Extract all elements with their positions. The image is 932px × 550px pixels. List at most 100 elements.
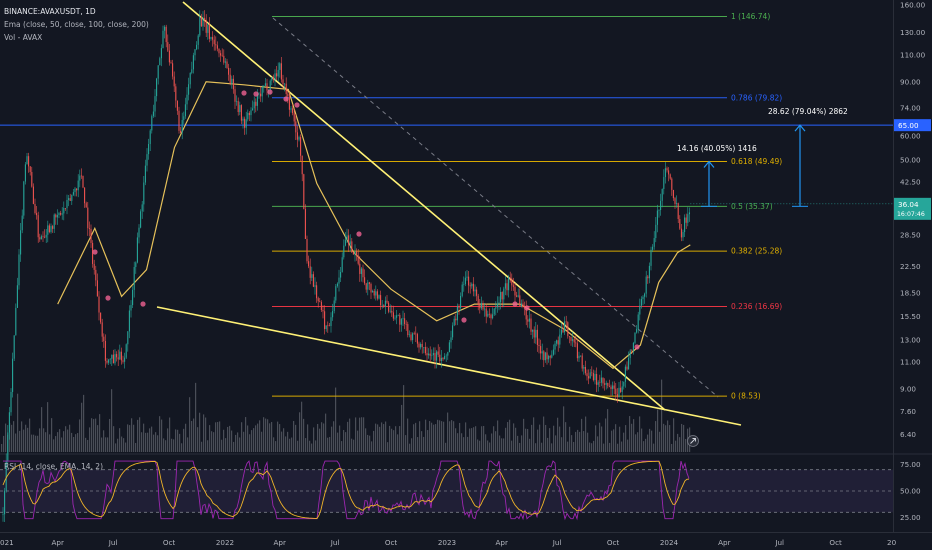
descending-trendline[interactable] — [182, 1, 666, 411]
candle-body — [136, 237, 138, 263]
candle-body — [370, 283, 372, 293]
volume-bar — [307, 424, 309, 452]
volume-bar — [397, 434, 399, 452]
candle-body — [111, 354, 113, 359]
volume-bar — [183, 428, 185, 452]
volume-bar — [377, 424, 379, 452]
rsi-legend[interactable]: RSI (14, close, EMA, 14, 2) — [4, 462, 104, 471]
measure-arrow-head[interactable] — [794, 124, 806, 132]
volume-bar — [491, 433, 493, 452]
time-tick-label: 2024 — [660, 538, 679, 547]
candle-body — [460, 295, 462, 308]
volume-bar — [17, 393, 19, 452]
candle-body — [167, 42, 169, 51]
candle-body — [533, 329, 535, 338]
candle-body — [672, 189, 674, 199]
candle-body — [509, 277, 511, 279]
candle-body — [157, 65, 159, 79]
volume-bar — [177, 429, 179, 452]
volume-bar — [31, 434, 33, 452]
candle-body — [252, 108, 254, 111]
volume-bar — [119, 428, 121, 452]
volume-bar — [121, 436, 123, 452]
volume-legend[interactable]: Vol - AVAX — [4, 33, 43, 42]
volume-bar — [245, 417, 247, 452]
volume-bar — [683, 424, 685, 452]
price-tick-label: 90.00 — [900, 77, 921, 86]
volume-bar — [599, 422, 601, 452]
volume-bar — [89, 427, 91, 452]
volume-bar — [43, 428, 45, 452]
candle-body — [536, 329, 538, 346]
candle-body — [173, 76, 175, 87]
volume-bar — [485, 434, 487, 452]
candle-body — [256, 93, 258, 106]
volume-bar — [91, 418, 93, 452]
volume-bar — [589, 442, 591, 452]
volume-bar — [57, 432, 59, 452]
volume-bar — [323, 423, 325, 452]
candle-body — [247, 112, 249, 120]
candle-body — [199, 17, 201, 36]
candle-body — [669, 174, 671, 179]
cross-marker — [267, 89, 273, 95]
cross-marker — [634, 344, 640, 350]
candle-body — [272, 77, 274, 80]
candle-body — [336, 283, 338, 287]
volume-bar — [547, 437, 549, 452]
volume-bar — [339, 425, 341, 452]
candle-body — [306, 238, 308, 262]
support-trendline[interactable] — [156, 306, 742, 426]
volume-bar — [467, 436, 469, 452]
volume-bar — [181, 443, 183, 452]
candle-body — [231, 78, 233, 85]
candle-body — [479, 304, 481, 309]
volume-bar — [93, 419, 95, 452]
measure-arrow-head[interactable] — [703, 160, 715, 168]
candle-body — [357, 255, 359, 264]
volume-bar — [297, 440, 299, 452]
candle-body — [346, 235, 348, 240]
trendlines[interactable] — [156, 1, 742, 426]
candle-body — [437, 351, 439, 355]
candle-body — [80, 175, 82, 177]
candle-body — [4, 490, 6, 515]
ema-legend[interactable]: Ema (close, 50, close, 100, close, 200) — [4, 20, 149, 29]
candle-body — [138, 227, 140, 238]
current-price-tag[interactable] — [894, 197, 931, 220]
volume-bar — [15, 433, 17, 452]
volume-bar — [557, 417, 559, 452]
candle-body — [679, 219, 681, 229]
candle-body — [149, 130, 151, 144]
candle-body — [618, 387, 620, 397]
candle-body — [440, 357, 442, 361]
fib-retracement[interactable]: 1 (146.74) 0.786 (79.82) 0.618 (49.49) 0.5 … — [0, 12, 893, 401]
volume-bar — [261, 431, 263, 452]
candle-body — [575, 342, 577, 344]
candle-body — [380, 295, 382, 306]
volume-bar — [217, 421, 219, 452]
candle-body — [87, 207, 89, 229]
candle-body — [439, 354, 441, 361]
time-axis[interactable]: 021 Apr Jul Oct 2022 Apr Jul Oct 2023 Apr Jul Oct 20… — [0, 532, 932, 548]
volume-bar — [489, 442, 491, 452]
parallel-channel-line[interactable] — [272, 17, 719, 398]
symbol-legend[interactable]: BINANCE:AVAXUSDT, 1D — [4, 7, 96, 16]
measure-arrows[interactable]: 14.16 (40.05%) 1416 28.62 (79.04%) 2862 — [677, 107, 848, 207]
candle-body — [517, 295, 519, 297]
volume-bar — [23, 429, 25, 452]
price-tick-label: 22.50 — [900, 262, 921, 271]
volume-bar — [185, 423, 187, 452]
candle-body — [340, 271, 342, 278]
candle-body — [629, 350, 631, 358]
volume-bar — [667, 420, 669, 452]
candle-body — [330, 317, 332, 327]
level-price-tag[interactable] — [894, 119, 931, 132]
volume-bar — [411, 438, 413, 452]
volume-bar — [345, 432, 347, 452]
volume-bars — [1, 379, 691, 452]
volume-bar — [145, 432, 147, 452]
price-axis[interactable]: 160.00 130.00 110.00 90.00 74.00 60.00 50.00 42… — [687, 0, 932, 532]
candle-body — [338, 277, 340, 284]
